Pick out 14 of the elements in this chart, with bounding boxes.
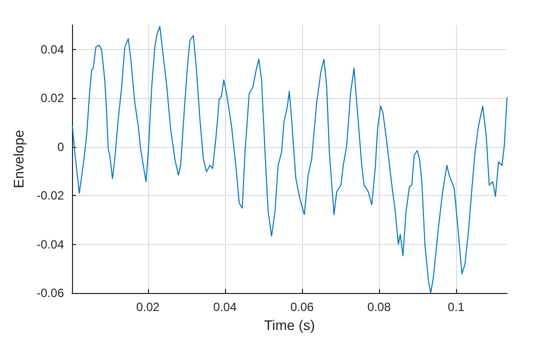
x-tick-label: 0.04 bbox=[213, 300, 237, 314]
y-tick-label: 0.02 bbox=[40, 91, 64, 106]
x-tick-label: 0.08 bbox=[367, 300, 392, 314]
x-axis-title: Time (s) bbox=[264, 317, 315, 333]
x-tick-label: 0.06 bbox=[290, 300, 314, 314]
y-tick-label: -0.06 bbox=[36, 286, 64, 300]
y-tick-label: 0.04 bbox=[40, 42, 64, 56]
x-tick-label: 0.1 bbox=[448, 300, 465, 314]
y-tick-label: 0 bbox=[57, 140, 64, 154]
y-tick-label: -0.04 bbox=[36, 237, 64, 252]
y-axis-title: Envelope bbox=[10, 130, 27, 188]
line-series bbox=[72, 26, 508, 294]
y-tick-label: -0.02 bbox=[36, 188, 64, 203]
x-tick-label: 0.02 bbox=[136, 300, 160, 314]
